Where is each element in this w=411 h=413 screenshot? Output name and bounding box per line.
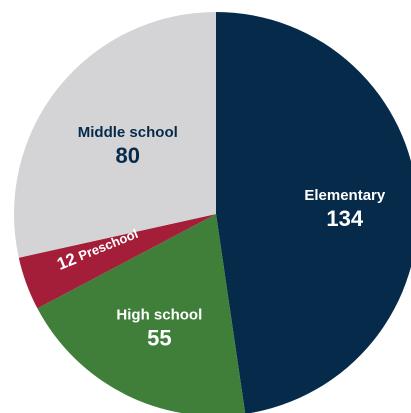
pie-value-elementary: 134 — [326, 206, 363, 231]
pie-slice-high-school — [37, 214, 246, 413]
pie-value-middle-school: 80 — [116, 143, 140, 168]
pie-label-elementary: Elementary — [304, 187, 386, 204]
pie-slice-elementary — [216, 12, 411, 413]
pie-label-middle-school: Middle school — [78, 124, 178, 141]
pie-slice-middle-school — [13, 12, 216, 258]
pie-value-high-school: 55 — [147, 326, 171, 351]
pie-slices — [13, 12, 411, 413]
pie-label-high-school: High school — [116, 307, 202, 324]
pie-slice-preschool — [18, 214, 217, 309]
